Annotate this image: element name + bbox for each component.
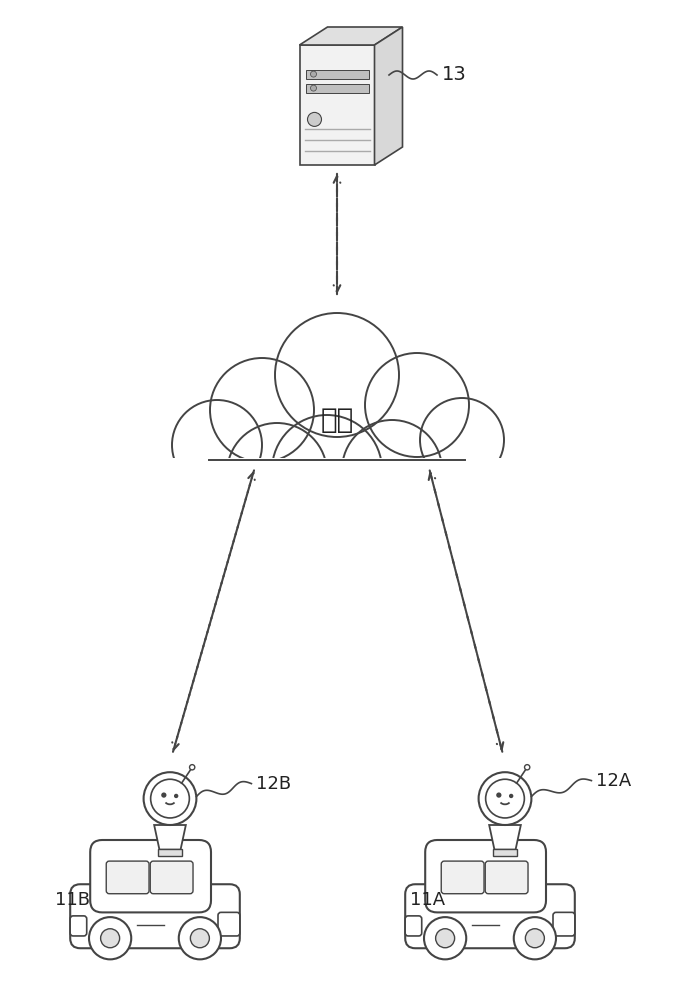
Circle shape <box>514 917 556 959</box>
Circle shape <box>307 112 321 126</box>
Circle shape <box>524 765 530 770</box>
Bar <box>305 84 369 93</box>
Polygon shape <box>154 825 186 850</box>
Circle shape <box>227 423 327 523</box>
Bar <box>493 849 518 856</box>
Text: 11B: 11B <box>55 891 90 909</box>
Text: 12A: 12A <box>596 772 632 790</box>
Circle shape <box>189 765 195 770</box>
Circle shape <box>311 85 317 91</box>
FancyBboxPatch shape <box>106 861 149 894</box>
Polygon shape <box>489 825 521 850</box>
FancyBboxPatch shape <box>485 861 528 894</box>
Circle shape <box>275 313 399 437</box>
FancyBboxPatch shape <box>425 840 546 912</box>
FancyBboxPatch shape <box>553 912 575 936</box>
Circle shape <box>89 917 131 959</box>
Polygon shape <box>375 27 402 165</box>
Circle shape <box>420 398 504 482</box>
Circle shape <box>172 400 262 490</box>
Circle shape <box>496 792 501 798</box>
Circle shape <box>174 794 179 798</box>
FancyBboxPatch shape <box>405 916 422 936</box>
Circle shape <box>525 929 545 948</box>
Circle shape <box>509 794 514 798</box>
Circle shape <box>144 772 196 825</box>
Circle shape <box>365 353 469 457</box>
Bar <box>305 70 369 79</box>
Bar <box>158 849 183 856</box>
Text: 网络: 网络 <box>320 406 354 434</box>
Circle shape <box>342 420 442 520</box>
FancyBboxPatch shape <box>405 884 575 948</box>
Circle shape <box>151 779 189 818</box>
Circle shape <box>100 929 119 948</box>
Circle shape <box>161 792 166 798</box>
Circle shape <box>190 929 210 948</box>
FancyBboxPatch shape <box>150 861 193 894</box>
Text: 11A: 11A <box>410 891 445 909</box>
Circle shape <box>210 358 314 462</box>
Circle shape <box>179 917 221 959</box>
FancyBboxPatch shape <box>90 840 211 912</box>
Text: 12B: 12B <box>256 775 292 793</box>
FancyBboxPatch shape <box>441 861 484 894</box>
Circle shape <box>311 71 317 77</box>
Circle shape <box>486 779 524 818</box>
FancyBboxPatch shape <box>70 884 240 948</box>
FancyBboxPatch shape <box>70 916 87 936</box>
Text: 13: 13 <box>442 66 467 85</box>
Polygon shape <box>299 45 375 165</box>
Circle shape <box>424 917 466 959</box>
Bar <box>162 458 512 530</box>
FancyBboxPatch shape <box>218 912 240 936</box>
Circle shape <box>272 415 382 525</box>
Polygon shape <box>299 27 402 45</box>
Circle shape <box>479 772 531 825</box>
Circle shape <box>435 929 455 948</box>
